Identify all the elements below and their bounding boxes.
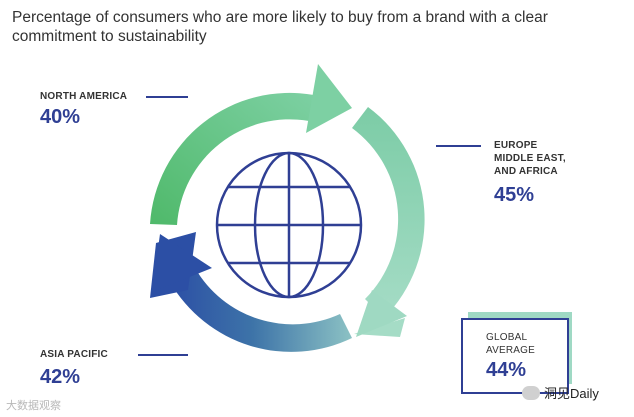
globe-icon: [215, 151, 363, 299]
chart-title: Percentage of consumers who are more lik…: [12, 9, 548, 45]
north-america-label: NORTH AMERICA: [40, 91, 128, 102]
watermark-right: 洞见Daily: [522, 383, 599, 402]
asia-pacific-label: ASIA PACIFIC: [40, 349, 108, 360]
watermark-right-text: 洞见Daily: [544, 386, 599, 401]
emea-label: EUROPE MIDDLE EAST, AND AFRICA: [494, 140, 566, 177]
arrow-asia-pacific: [170, 268, 352, 352]
north-america-leader-line: [146, 96, 188, 98]
wechat-icon: [522, 385, 540, 400]
watermark-left: 大数据观察: [6, 400, 61, 412]
global-average-value: 44%: [486, 359, 527, 381]
emea-leader-line: [436, 145, 481, 147]
asia-pacific-leader-line: [138, 354, 188, 356]
global-average-box: [461, 318, 569, 394]
asia-pacific-value: 42%: [40, 366, 81, 388]
arrow-north-america: [150, 92, 314, 225]
arrow-head-right-tip: [356, 290, 407, 337]
arrow-head-bottom-tip: [152, 234, 212, 292]
arrow-head-top: [306, 64, 352, 133]
emea-value: 45%: [494, 184, 535, 206]
north-america-value: 40%: [40, 106, 81, 128]
global-average-label: GLOBAL AVERAGE: [486, 332, 536, 356]
arrow-emea: [352, 107, 425, 318]
